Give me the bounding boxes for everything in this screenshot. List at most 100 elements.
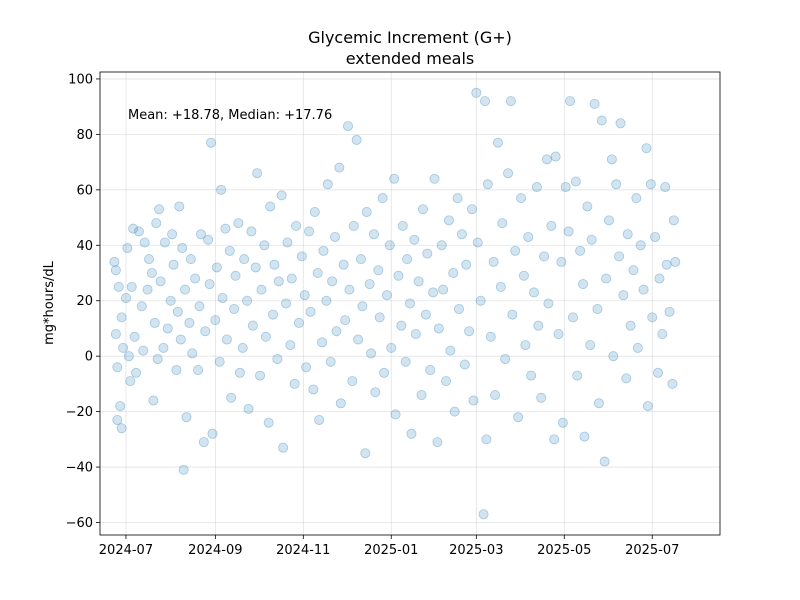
data-point	[357, 301, 368, 312]
data-point	[531, 182, 542, 193]
data-point	[645, 179, 656, 190]
y-tick-label: −60	[66, 516, 93, 531]
data-point	[353, 334, 364, 345]
y-tick-label: 60	[76, 183, 93, 198]
data-point	[621, 373, 632, 384]
data-point	[654, 273, 665, 284]
data-point	[340, 315, 351, 326]
data-point	[184, 317, 195, 328]
data-point	[667, 378, 678, 389]
data-point	[575, 245, 586, 256]
data-point	[497, 218, 508, 229]
data-point	[578, 279, 589, 290]
data-point	[317, 337, 328, 348]
data-point	[293, 317, 304, 328]
data-point	[330, 231, 341, 242]
data-point	[112, 414, 123, 425]
data-point	[116, 312, 127, 323]
data-point	[351, 134, 362, 145]
data-point	[488, 256, 499, 267]
data-point	[268, 309, 279, 320]
data-point	[194, 301, 205, 312]
data-point	[149, 317, 160, 328]
data-point	[285, 340, 296, 351]
data-point	[309, 207, 320, 218]
y-tick-label: 100	[68, 72, 93, 87]
data-point	[572, 370, 583, 381]
data-point	[582, 201, 593, 212]
data-point	[113, 281, 124, 292]
data-point	[393, 270, 404, 281]
grid-lines	[100, 72, 720, 535]
data-point	[632, 342, 643, 353]
data-point	[269, 259, 280, 270]
data-point	[429, 173, 440, 184]
data-point	[355, 254, 366, 265]
data-point	[171, 365, 182, 376]
data-point	[432, 437, 443, 448]
x-tick-label: 2025-01	[364, 543, 418, 558]
chart-title: Glycemic Increment (G+)	[308, 28, 512, 47]
data-point	[668, 215, 679, 226]
y-axis-label: mg*hours/dL	[42, 260, 57, 345]
y-tick-label: 20	[76, 294, 93, 309]
data-point	[334, 162, 345, 173]
data-point	[360, 448, 371, 459]
data-point	[146, 268, 157, 279]
data-point	[286, 273, 297, 284]
data-point	[518, 270, 529, 281]
data-point	[449, 406, 460, 417]
data-point	[660, 182, 671, 193]
data-point	[242, 295, 253, 306]
data-point	[210, 315, 221, 326]
data-point	[539, 251, 550, 262]
data-point	[237, 342, 248, 353]
data-point	[618, 290, 629, 301]
data-point	[125, 376, 136, 387]
data-point	[536, 392, 547, 403]
data-point	[664, 306, 675, 317]
data-point	[475, 295, 486, 306]
data-point	[389, 173, 400, 184]
data-point	[492, 137, 503, 148]
data-point	[661, 259, 672, 270]
data-point	[178, 464, 189, 475]
data-point	[601, 273, 612, 284]
data-point	[217, 292, 228, 303]
data-point	[247, 320, 258, 331]
data-point	[280, 298, 291, 309]
data-point	[325, 356, 336, 367]
data-point	[592, 304, 603, 315]
data-point	[342, 121, 353, 132]
data-point	[599, 456, 610, 467]
data-point	[299, 290, 310, 301]
x-tick-label: 2025-05	[537, 543, 591, 558]
data-point	[214, 356, 225, 367]
data-point	[461, 259, 472, 270]
y-tick-label: 80	[76, 128, 93, 143]
data-point	[413, 276, 424, 287]
data-point	[543, 298, 554, 309]
data-point	[296, 251, 307, 262]
y-tick-label: 0	[85, 350, 93, 365]
data-point	[549, 434, 560, 445]
data-point	[608, 351, 619, 362]
data-point	[546, 220, 557, 231]
data-point	[390, 409, 401, 420]
data-point	[120, 292, 131, 303]
data-point	[459, 359, 470, 370]
data-point	[255, 370, 266, 381]
data-point	[131, 367, 142, 378]
data-point	[466, 204, 477, 215]
data-point	[526, 370, 537, 381]
y-tick-label: 40	[76, 239, 93, 254]
data-point	[642, 401, 653, 412]
data-point	[396, 320, 407, 331]
data-point	[556, 256, 567, 267]
data-point	[335, 398, 346, 409]
data-point	[154, 204, 165, 215]
data-point	[589, 98, 600, 109]
data-point	[631, 193, 642, 204]
